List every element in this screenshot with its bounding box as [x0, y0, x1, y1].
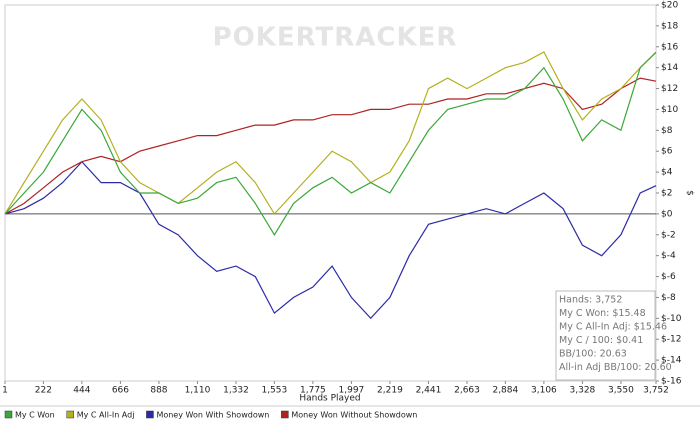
x-tick-label: 3,328 [570, 386, 596, 396]
y-tick-label: $-6 [661, 272, 676, 282]
stats-line: My C / 100: $0.41 [559, 335, 643, 346]
legend-swatch [146, 410, 154, 419]
x-tick-label: 2,663 [454, 386, 480, 396]
stats-line: My C Won: $15.48 [559, 308, 646, 319]
y-tick-label: $-4 [661, 251, 676, 261]
x-tick-label: 666 [112, 386, 129, 396]
legend-label: My C All-In Adj [77, 411, 135, 420]
series-line [4, 160, 657, 320]
y-tick-label: $-14 [661, 356, 682, 366]
stats-line: Hands: 3,752 [559, 295, 622, 306]
x-tick-label: 2,441 [416, 386, 442, 396]
watermark: POKERTRACKER [213, 23, 458, 53]
x-tick-label: 2,219 [377, 386, 403, 396]
x-tick-label: 1 [2, 386, 8, 396]
y-tick-label: $10 [661, 105, 678, 115]
y-tick-label: $16 [661, 42, 678, 52]
y-tick-label: $18 [661, 21, 678, 31]
legend-label: My C Won [15, 411, 55, 420]
y-tick-label: $-16 [661, 377, 682, 387]
x-tick-label: 222 [35, 386, 52, 396]
x-tick-label: 1,553 [261, 386, 287, 396]
x-tick-label: 3,752 [643, 386, 669, 396]
x-tick-label: 1,775 [300, 386, 326, 396]
y-tick-label: $-12 [661, 335, 681, 345]
stats-line: BB/100: 20.63 [559, 349, 627, 360]
series-line [4, 51, 657, 215]
stats-line: All-in Adj BB/100: 20.60 [559, 362, 672, 373]
y-tick-label: $6 [661, 147, 673, 157]
y-tick-label: $4 [661, 168, 673, 178]
y-tick-label: $-8 [661, 293, 676, 303]
legend-swatch [66, 410, 74, 419]
legend-label: Money Won Without Showdown [291, 411, 417, 420]
y-tick-label: $-2 [661, 230, 676, 240]
x-tick-label: 3,106 [531, 386, 557, 396]
y-axis-label: $ [685, 190, 695, 196]
y-tick-label: $14 [661, 63, 678, 73]
x-axis-label: Hands Played [299, 394, 360, 404]
x-tick-label: 2,884 [492, 386, 518, 396]
y-tick-label: $0 [661, 209, 673, 219]
stats-box [555, 290, 656, 381]
legend-swatch [4, 410, 13, 419]
y-tick-label: $20 [661, 1, 678, 11]
plot-area [4, 4, 657, 382]
x-tick-label: 888 [150, 386, 167, 396]
x-tick-label: 444 [73, 386, 90, 396]
y-tick-label: $2 [661, 189, 672, 199]
x-tick-label: 1,997 [339, 386, 365, 396]
x-tick-label: 1,332 [223, 386, 249, 396]
legend-swatch [281, 410, 289, 419]
x-tick-label: 1,110 [185, 386, 211, 396]
legend-label: Money Won With Showdown [156, 411, 269, 420]
series-line [4, 51, 657, 236]
y-tick-label: $12 [661, 84, 678, 94]
x-tick-label: 3,550 [608, 386, 634, 396]
stats-line: My C All-In Adj: $15.46 [559, 322, 667, 333]
y-tick-label: $8 [661, 126, 673, 136]
series-line [4, 77, 657, 215]
y-tick-label: $-10 [661, 314, 682, 324]
